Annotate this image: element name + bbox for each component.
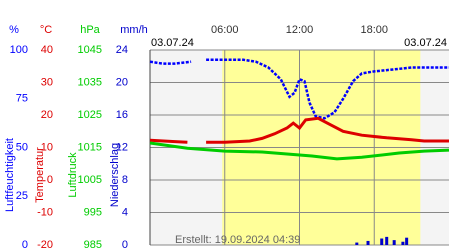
y-tick-label: 985 <box>84 239 102 250</box>
rain-bar <box>385 236 389 245</box>
y-tick-label: 30 <box>41 76 53 88</box>
x-tick-label: 06:00 <box>211 24 239 36</box>
y-tick-label: 1015 <box>78 141 102 153</box>
series-line <box>149 60 192 65</box>
x-tick-label: 12:00 <box>286 24 314 36</box>
rain-bar <box>405 237 409 245</box>
rain-bar <box>392 240 396 245</box>
y-tick-label: 995 <box>84 206 102 218</box>
rain-bar <box>366 240 370 245</box>
y-tick-label: -20 <box>37 239 53 250</box>
date-left: 03.07.24 <box>151 37 194 49</box>
y-tick-label: 16 <box>116 109 128 121</box>
y-tick-label: 1035 <box>78 76 102 88</box>
y-tick-label: -10 <box>37 206 53 218</box>
y-tick-label: 20 <box>41 109 53 121</box>
y-tick-label: 10 <box>41 141 53 153</box>
axis-unit: hPa <box>80 24 100 36</box>
axis-title: Luftdruck <box>67 152 79 198</box>
y-tick-label: 0 <box>122 239 128 250</box>
y-tick-label: 40 <box>41 44 53 56</box>
series-line <box>149 141 450 161</box>
footer: Erstellt: 19.09.2024 04:39 <box>175 234 300 246</box>
y-tick-label: 100 <box>10 44 28 56</box>
y-tick-label: 20 <box>116 76 128 88</box>
y-tick-label: 1025 <box>78 109 102 121</box>
y-tick-label: 1005 <box>78 174 102 186</box>
y-tick-label: 24 <box>116 44 128 56</box>
series-line <box>206 58 449 120</box>
rain-bar <box>401 241 405 245</box>
y-tick-label: 8 <box>122 174 128 186</box>
axis-title: Temperatur <box>34 147 46 203</box>
y-tick-label: 75 <box>16 93 28 105</box>
y-tick-label: 0 <box>47 174 53 186</box>
series-line <box>149 138 188 144</box>
y-tick-label: 1045 <box>78 44 102 56</box>
x-tick-label: 18:00 <box>360 24 388 36</box>
axis-unit: mm/h <box>120 24 148 36</box>
y-tick-label: 50 <box>16 141 28 153</box>
axis-unit: °C <box>40 24 52 36</box>
rain-bar <box>355 242 359 245</box>
y-tick-label: 4 <box>122 206 128 218</box>
rain-bar <box>380 238 384 245</box>
series-line <box>206 116 449 144</box>
date-right: 03.07.24 <box>404 37 447 49</box>
y-tick-label: 12 <box>116 141 128 153</box>
axis-title: Luftfeuchtigkeit <box>4 138 16 212</box>
axis-title: Niederschlag <box>109 143 121 207</box>
y-tick-label: 0 <box>22 239 28 250</box>
y-tick-label: 25 <box>16 190 28 202</box>
axis-unit: % <box>9 24 19 36</box>
